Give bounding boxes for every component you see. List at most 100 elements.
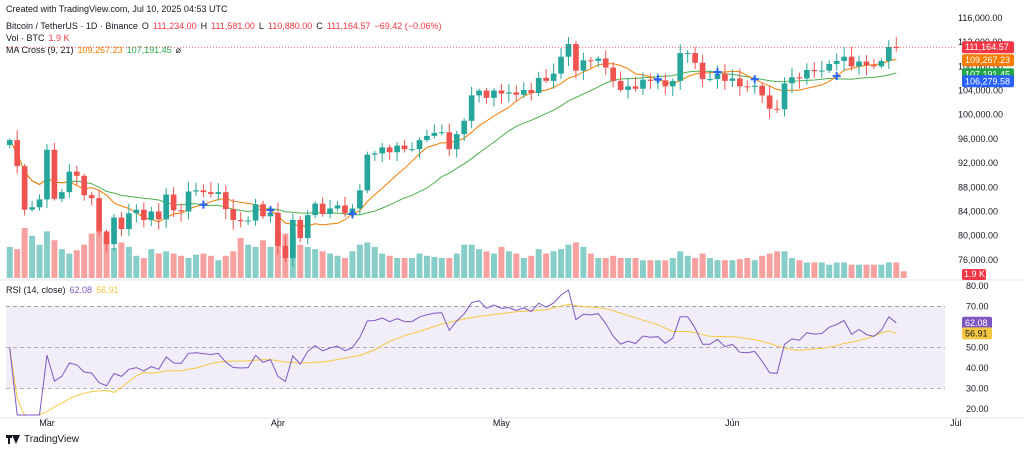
ohlc-open-label: O	[141, 21, 149, 31]
volume-bar	[148, 249, 155, 278]
ma-cross-marker	[750, 75, 759, 84]
volume-bar	[774, 251, 781, 278]
volume-bar	[699, 253, 706, 278]
candle-body	[267, 212, 274, 217]
volume-bar	[580, 246, 587, 278]
rsi-tag-label: 56.91	[965, 328, 988, 338]
candle-body	[66, 171, 73, 193]
rsi-tick-label-5: 30.00	[966, 383, 989, 393]
time-tick-label-apr: Apr	[271, 418, 285, 428]
volume-bar	[118, 242, 125, 278]
symbol-title[interactable]: Bitcoin / TetherUS · 1D · Binance	[6, 21, 138, 31]
candle-body	[602, 58, 609, 68]
volume-bar	[207, 255, 214, 278]
candle-body	[669, 80, 676, 87]
candle-body	[818, 70, 825, 72]
candle-body	[550, 73, 557, 81]
candle-body	[535, 77, 542, 93]
volume-bar	[796, 260, 803, 278]
ohlc-close: 111,164.57	[326, 21, 371, 31]
candle-body	[379, 147, 386, 154]
candle-body	[692, 53, 698, 63]
time-tick-label-jun: Jun	[725, 418, 740, 428]
volume-bar	[81, 244, 88, 278]
candle-body	[714, 73, 721, 80]
price-tag-label: 107,191.45	[965, 69, 1010, 79]
volume-bar	[341, 258, 348, 278]
candle-body	[21, 166, 28, 210]
volume-bar	[751, 260, 758, 278]
volume-bar	[416, 253, 423, 278]
volume-bar	[572, 242, 579, 278]
candle-body	[647, 79, 654, 81]
volume-bar	[707, 258, 714, 278]
candle-body	[170, 194, 177, 211]
candle-body	[587, 60, 594, 62]
candle-body	[319, 203, 326, 214]
volume-tag-bg	[962, 269, 986, 280]
rsi-label[interactable]: RSI (14, close)	[6, 285, 66, 295]
candle-body	[841, 56, 847, 61]
time-tick-label-jul: Jul	[950, 418, 962, 428]
rsi-tag-bg	[962, 327, 992, 340]
volume-tag-label: 1.9 K	[964, 269, 985, 279]
volume-bar	[744, 258, 751, 278]
candle-body	[111, 217, 117, 245]
volume-bar	[878, 264, 885, 278]
price-tag-label: 106,279.58	[965, 76, 1010, 86]
volume-bar	[818, 262, 825, 278]
volume-bar	[617, 258, 624, 278]
candle-body	[51, 149, 58, 199]
hide-eye-icon[interactable]: ⌀	[175, 45, 182, 55]
candle-body	[334, 205, 341, 209]
volume-bar	[14, 249, 21, 278]
candle-body	[878, 60, 885, 67]
volume-bar	[692, 258, 699, 278]
candle-body	[610, 67, 617, 81]
volume-bar	[528, 255, 535, 278]
volume-bar	[565, 244, 572, 278]
candle-body	[14, 140, 21, 167]
candle-body	[580, 60, 587, 71]
volume-bar	[312, 249, 319, 278]
price-tag-bg	[962, 41, 1014, 54]
ma-slow-value: 107,191.45	[126, 45, 172, 55]
ma-slow-line	[9, 70, 897, 216]
rsi-ma-line	[9, 303, 897, 416]
ma-cross-marker	[199, 200, 208, 209]
candle-body	[148, 211, 155, 220]
candle-body	[260, 204, 266, 217]
candle-body	[513, 92, 520, 95]
candle-body	[103, 231, 110, 245]
volume-bar	[230, 251, 237, 278]
volume-bar	[163, 251, 170, 278]
ma-cross-label[interactable]: MA Cross (9, 21)	[6, 45, 74, 55]
volume-label[interactable]: Vol · BTC	[6, 33, 45, 43]
volume-bar	[125, 246, 132, 278]
volume-bar	[297, 244, 304, 278]
volume-bar	[364, 242, 371, 278]
candle-body	[759, 85, 766, 96]
volume-bar	[587, 253, 594, 278]
candle-body	[185, 191, 192, 212]
price-tick-label-3: 104,000.00	[958, 86, 1003, 96]
candle-body	[811, 70, 818, 72]
candle-body	[632, 86, 639, 89]
candle-body	[163, 194, 170, 220]
volume-bar	[505, 251, 512, 278]
volume-bar	[394, 258, 401, 278]
volume-bar	[155, 253, 162, 278]
ma-fast-line	[9, 58, 897, 227]
candle-body	[528, 89, 535, 93]
volume-bar	[729, 260, 736, 278]
volume-bar	[245, 244, 252, 278]
candle-body	[193, 190, 199, 192]
volume-bar	[371, 246, 378, 278]
candle-body	[327, 208, 333, 214]
ohlc-open: 111,234.00	[152, 21, 197, 31]
volume-bar	[513, 253, 520, 278]
volume-bar	[43, 231, 50, 278]
price-change: −69.42 (−0.06%)	[374, 21, 442, 31]
volume-bar	[6, 246, 13, 278]
